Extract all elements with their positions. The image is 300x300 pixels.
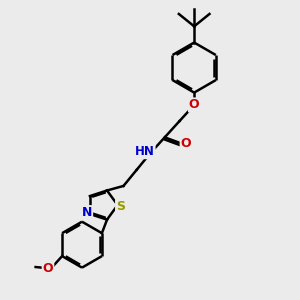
Text: O: O bbox=[181, 137, 191, 150]
Text: S: S bbox=[116, 200, 125, 213]
Text: HN: HN bbox=[135, 145, 155, 158]
Text: O: O bbox=[189, 98, 200, 111]
Text: N: N bbox=[82, 206, 92, 219]
Text: O: O bbox=[43, 262, 53, 275]
